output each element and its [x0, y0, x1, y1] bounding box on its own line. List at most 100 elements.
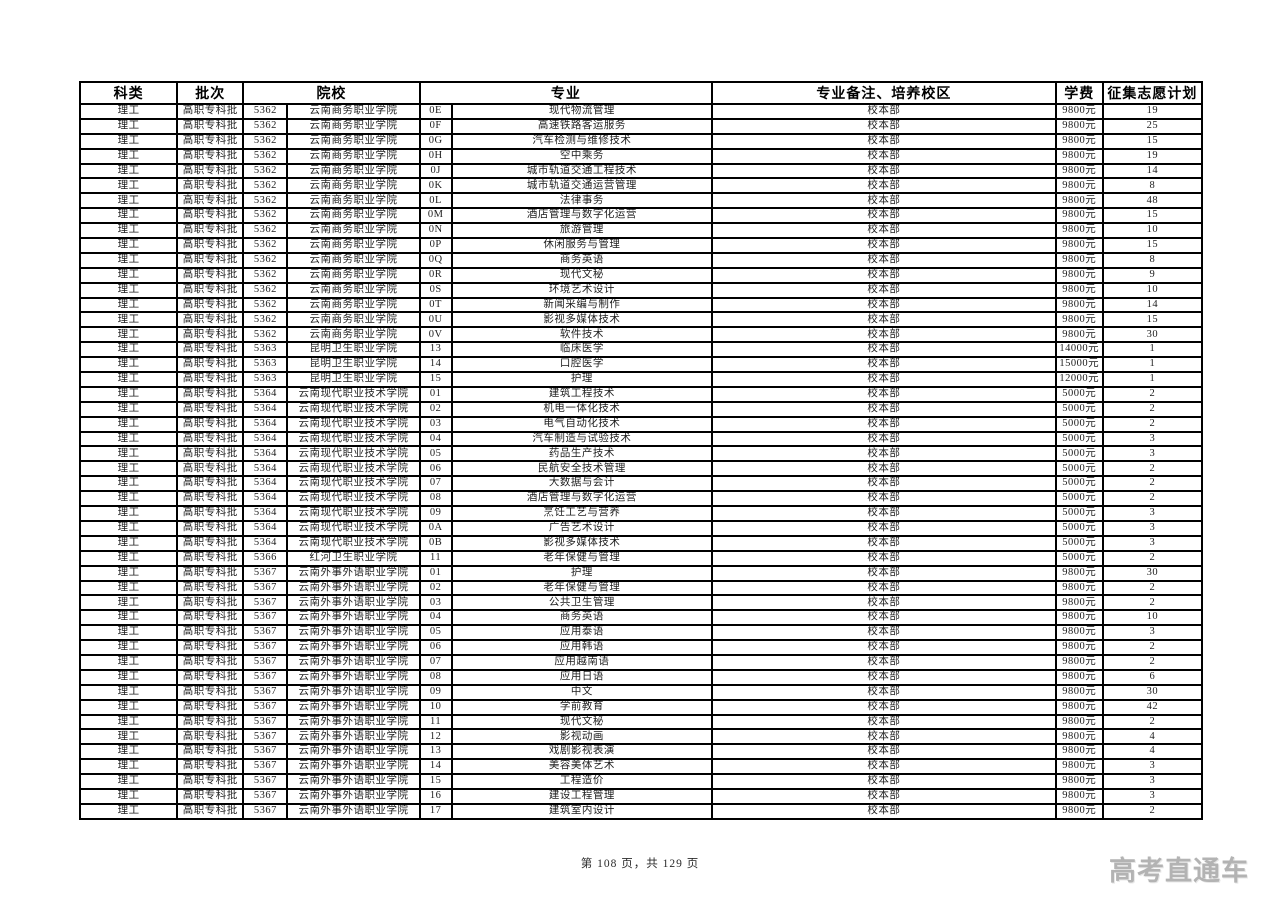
cell-major-name: 影视多媒体技术 — [450, 534, 714, 552]
cell-college-code: 5367 — [242, 758, 289, 776]
table-row: 理工 高职专科批 5362 云南商务职业学院 0L 法律事务 校本部 9800元… — [78, 192, 1204, 210]
cell-major-code: 0S — [418, 281, 453, 299]
cell-major-name: 中文 — [450, 683, 714, 701]
cell-campus-note: 校本部 — [711, 728, 1057, 746]
cell-college-name: 云南商务职业学院 — [286, 162, 421, 180]
cell-college-code: 5362 — [242, 207, 289, 225]
cell-major-code: 02 — [418, 400, 453, 418]
cell-college-code: 5364 — [242, 534, 289, 552]
cell-college-code: 5362 — [242, 117, 289, 135]
cell-tuition: 5000元 — [1054, 430, 1104, 448]
cell-major-code: 12 — [418, 728, 453, 746]
cell-major-name: 影视动画 — [450, 728, 714, 746]
cell-tuition: 9800元 — [1054, 698, 1104, 716]
cell-category: 理工 — [78, 356, 179, 374]
cell-tuition: 9800元 — [1054, 192, 1104, 210]
cell-category: 理工 — [78, 683, 179, 701]
cell-college-name: 云南商务职业学院 — [286, 207, 421, 225]
cell-college-name: 云南外事外语职业学院 — [286, 758, 421, 776]
table-row: 理工 高职专科批 5364 云南现代职业技术学院 0A 广告艺术设计 校本部 5… — [78, 519, 1204, 537]
cell-plan-count: 14 — [1101, 162, 1204, 180]
table-row: 理工 高职专科批 5367 云南外事外语职业学院 09 中文 校本部 9800元… — [78, 683, 1204, 701]
cell-college-name: 云南外事外语职业学院 — [286, 728, 421, 746]
table-row: 理工 高职专科批 5367 云南外事外语职业学院 17 建筑室内设计 校本部 9… — [78, 802, 1204, 820]
cell-major-name: 戏剧影视表演 — [450, 743, 714, 761]
cell-plan-count: 8 — [1101, 177, 1204, 195]
cell-college-name: 昆明卫生职业学院 — [286, 356, 421, 374]
table-row: 理工 高职专科批 5362 云南商务职业学院 0F 高速铁路客运服务 校本部 9… — [78, 117, 1204, 135]
cell-tuition: 9800元 — [1054, 594, 1104, 612]
cell-major-code: 0F — [418, 117, 453, 135]
cell-tuition: 9800元 — [1054, 668, 1104, 686]
cell-tuition: 5000元 — [1054, 400, 1104, 418]
cell-plan-count: 9 — [1101, 266, 1204, 284]
cell-campus-note: 校本部 — [711, 594, 1057, 612]
cell-tuition: 9800元 — [1054, 683, 1104, 701]
cell-plan-count: 15 — [1101, 311, 1204, 329]
cell-college-name: 云南外事外语职业学院 — [286, 653, 421, 671]
cell-plan-count: 2 — [1101, 594, 1204, 612]
cell-college-code: 5366 — [242, 549, 289, 567]
cell-plan-count: 30 — [1101, 326, 1204, 344]
cell-batch: 高职专科批 — [176, 549, 245, 567]
table-row: 理工 高职专科批 5367 云南外事外语职业学院 05 应用泰语 校本部 980… — [78, 624, 1204, 642]
table-row: 理工 高职专科批 5362 云南商务职业学院 0R 现代文秘 校本部 9800元… — [78, 266, 1204, 284]
cell-campus-note: 校本部 — [711, 743, 1057, 761]
cell-campus-note: 校本部 — [711, 802, 1057, 820]
cell-batch: 高职专科批 — [176, 698, 245, 716]
cell-campus-note: 校本部 — [711, 132, 1057, 150]
cell-college-name: 昆明卫生职业学院 — [286, 341, 421, 359]
cell-major-code: 0U — [418, 311, 453, 329]
cell-tuition: 9800元 — [1054, 237, 1104, 254]
table-body: 理工 高职专科批 5362 云南商务职业学院 0E 现代物流管理 校本部 980… — [78, 103, 1204, 820]
cell-major-code: 07 — [418, 653, 453, 671]
table-row: 理工 高职专科批 5362 云南商务职业学院 0Q 商务英语 校本部 9800元… — [78, 251, 1204, 269]
col-header-tuition: 学费 — [1054, 81, 1104, 105]
cell-campus-note: 校本部 — [711, 639, 1057, 656]
cell-campus-note: 校本部 — [711, 490, 1057, 508]
cell-major-name: 电气自动化技术 — [450, 415, 714, 433]
cell-batch: 高职专科批 — [176, 579, 245, 597]
cell-plan-count: 2 — [1101, 549, 1204, 567]
cell-college-code: 5362 — [242, 326, 289, 344]
cell-batch: 高职专科批 — [176, 147, 245, 165]
cell-college-code: 5363 — [242, 371, 289, 388]
cell-major-code: 07 — [418, 475, 453, 493]
cell-college-code: 5362 — [242, 177, 289, 195]
cell-college-name: 云南商务职业学院 — [286, 177, 421, 195]
cell-category: 理工 — [78, 490, 179, 508]
cell-batch: 高职专科批 — [176, 773, 245, 790]
cell-major-name: 应用日语 — [450, 668, 714, 686]
cell-plan-count: 3 — [1101, 787, 1204, 805]
cell-major-code: 14 — [418, 758, 453, 776]
cell-major-name: 空中乘务 — [450, 147, 714, 165]
cell-college-code: 5362 — [242, 162, 289, 180]
table-row: 理工 高职专科批 5367 云南外事外语职业学院 16 建设工程管理 校本部 9… — [78, 787, 1204, 805]
cell-major-code: 14 — [418, 356, 453, 374]
cell-category: 理工 — [78, 579, 179, 597]
col-header-college: 院校 — [242, 81, 421, 105]
cell-major-name: 老年保健与管理 — [450, 579, 714, 597]
cell-plan-count: 2 — [1101, 490, 1204, 508]
cell-category: 理工 — [78, 266, 179, 284]
cell-major-name: 商务英语 — [450, 609, 714, 627]
cell-major-name: 建设工程管理 — [450, 787, 714, 805]
cell-college-code: 5364 — [242, 460, 289, 478]
cell-tuition: 9800元 — [1054, 326, 1104, 344]
cell-plan-count: 2 — [1101, 639, 1204, 656]
cell-tuition: 9800元 — [1054, 251, 1104, 269]
admission-plan-table-wrap: 科类 批次 院校 专业 专业备注、培养校区 学费 征集志愿计划 理工 高职专科批… — [78, 81, 1204, 820]
cell-college-code: 5367 — [242, 683, 289, 701]
cell-college-name: 云南外事外语职业学院 — [286, 773, 421, 790]
col-header-major: 专业 — [418, 81, 714, 105]
table-row: 理工 高职专科批 5362 云南商务职业学院 0P 休闲服务与管理 校本部 98… — [78, 237, 1204, 254]
cell-major-code: 0Q — [418, 251, 453, 269]
cell-plan-count: 15 — [1101, 207, 1204, 225]
cell-batch: 高职专科批 — [176, 787, 245, 805]
cell-college-code: 5364 — [242, 519, 289, 537]
cell-college-name: 云南外事外语职业学院 — [286, 698, 421, 716]
cell-campus-note: 校本部 — [711, 609, 1057, 627]
cell-plan-count: 2 — [1101, 713, 1204, 731]
cell-batch: 高职专科批 — [176, 683, 245, 701]
cell-plan-count: 3 — [1101, 445, 1204, 463]
